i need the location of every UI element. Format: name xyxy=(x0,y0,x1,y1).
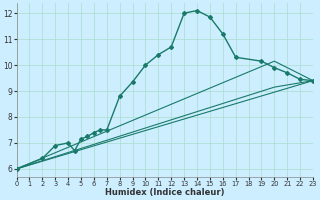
X-axis label: Humidex (Indice chaleur): Humidex (Indice chaleur) xyxy=(105,188,225,197)
